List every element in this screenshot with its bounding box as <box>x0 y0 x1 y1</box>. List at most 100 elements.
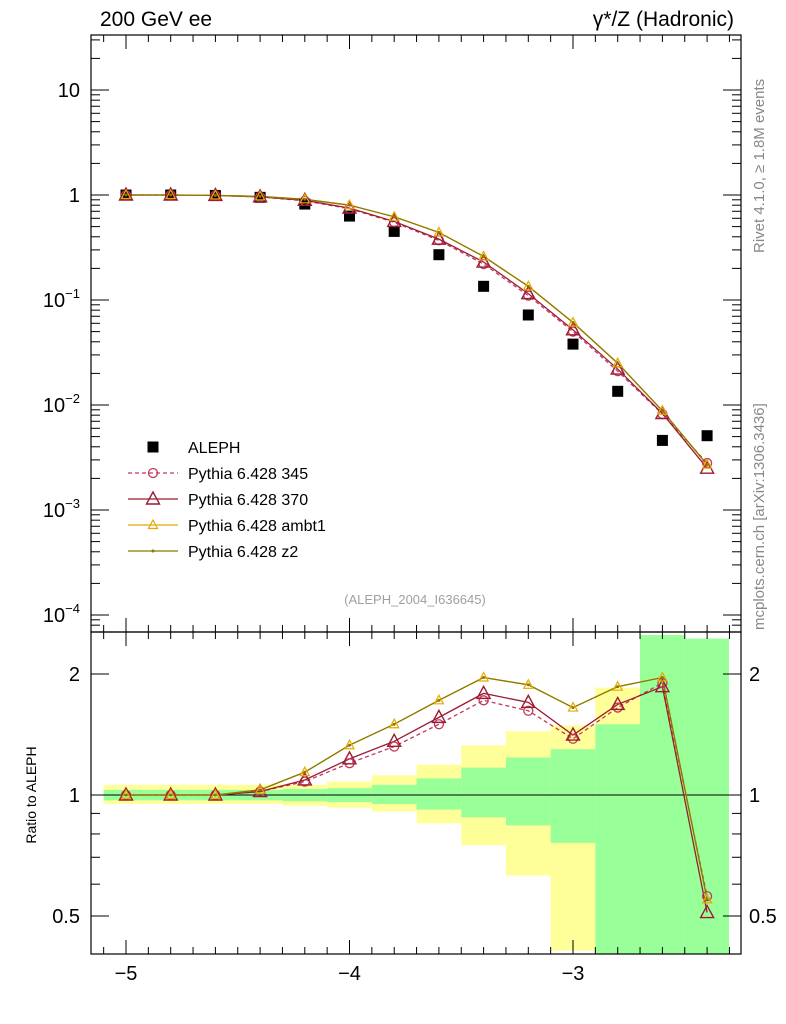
legend-marker-p345 <box>147 467 159 479</box>
ratio-band-inner-8 <box>461 767 506 818</box>
ratio-ambt1-point-10 <box>567 701 579 712</box>
main-z2-point-8 <box>482 254 486 258</box>
main-aleph-point-10 <box>567 338 579 350</box>
main-aleph-point-7 <box>433 249 445 261</box>
main-ytick-base-4: 10 <box>43 500 65 522</box>
ratio-plot-frame <box>90 631 742 955</box>
main-ambt1-point-1 <box>165 188 177 200</box>
main-p370-point-9 <box>520 285 536 300</box>
main-ytick-base-2: 10 <box>43 290 65 312</box>
ratio-band-inner-7 <box>416 778 462 810</box>
ratio-z2-point-0 <box>124 793 128 797</box>
ratio-p370-point-6 <box>386 732 402 748</box>
main-aleph-point-13 <box>701 430 713 442</box>
legend-entry-ambt1: Pythia 6.428 ambt1 <box>128 518 326 535</box>
main-z2-point-1 <box>169 193 173 197</box>
ratio-ambt1-point-0 <box>120 788 132 800</box>
main-ytick-label-0: 10 <box>58 80 80 102</box>
ratio-p370-point-4 <box>297 771 313 786</box>
ratio-z2-point-5 <box>348 743 351 747</box>
main-p370-point-10 <box>565 321 581 336</box>
main-z2-point-7 <box>437 230 441 234</box>
ratio-z2-point-8 <box>482 676 486 680</box>
main-p370-point-2 <box>207 186 224 202</box>
main-ambt1-point-10 <box>567 316 579 327</box>
ratio-ambt1-point-11 <box>612 680 624 691</box>
main-z2-point-0 <box>124 193 128 197</box>
ratio-z2-point-6 <box>392 722 396 726</box>
ratio-p345-point-10 <box>567 733 579 744</box>
legend-entry-p345: Pythia 6.428 345 <box>128 466 308 483</box>
main-z2-point-9 <box>526 284 530 288</box>
legend-marker-z2 <box>151 549 155 553</box>
ratio-plot: 2 2 1 1 0.5 0.5 −5 −4 −3 <box>52 631 777 985</box>
ratio-z2-point-13 <box>705 897 709 901</box>
main-z2-line <box>126 194 708 466</box>
main-p370-point-11 <box>610 360 626 375</box>
ratio-z2-point-12 <box>660 676 664 680</box>
main-z2-point-13 <box>705 463 709 467</box>
ratio-p370-point-2 <box>207 786 224 801</box>
main-ambt1-point-5 <box>344 198 355 210</box>
ratio-ambt1-point-2 <box>209 788 221 800</box>
main-ytick-label-3: 10−2 <box>43 391 80 417</box>
main-z2-point-10 <box>571 321 575 325</box>
main-aleph-point-11 <box>612 385 624 397</box>
main-p370-point-0 <box>118 186 134 201</box>
ratio-p370-point-5 <box>341 750 358 765</box>
ratio-p370-point-13 <box>699 904 715 919</box>
main-ambt1-point-13 <box>701 458 713 469</box>
main-z2-point-11 <box>616 361 620 365</box>
ratio-ytick-label-left-0: 2 <box>69 664 80 686</box>
main-ambt1-point-9 <box>522 280 534 291</box>
ratio-ytick-label-left-2: 0.5 <box>52 906 80 928</box>
ratio-p370-point-8 <box>475 684 492 700</box>
rivet-version-label: Rivet 4.1.0, ≥ 1.8M events <box>751 79 768 253</box>
main-ambt1-point-0 <box>120 188 132 200</box>
mcplots-label: mcplots.cern.ch [arXiv:1306.3436] <box>751 403 768 630</box>
ratio-p345-line <box>126 681 708 897</box>
ratio-band-inner-11 <box>595 724 641 954</box>
ratio-ambt1-point-9 <box>522 678 534 689</box>
ratio-p370-point-7 <box>431 708 447 724</box>
main-z2-point-2 <box>213 193 217 197</box>
main-aleph-point-8 <box>478 280 490 292</box>
main-ytick-exp-3: −2 <box>65 391 80 406</box>
ratio-band-inner-9 <box>505 757 551 826</box>
main-ambt1-point-2 <box>209 189 221 200</box>
ratio-p345-point-7 <box>433 719 445 730</box>
ratio-z2-point-10 <box>571 706 575 710</box>
legend-label-p370: Pythia 6.428 370 <box>188 492 308 509</box>
main-ambt1-point-11 <box>612 356 624 368</box>
ratio-p370-point-10 <box>565 726 581 741</box>
ratio-z2-point-11 <box>616 685 620 689</box>
legend-marker-aleph <box>147 441 159 453</box>
ratio-ambt1-point-4 <box>299 765 311 777</box>
main-ytick-exp-5: −4 <box>65 601 80 616</box>
main-ytick-base-5: 10 <box>43 605 65 627</box>
ratio-ytick-label-right-0: 2 <box>749 664 760 686</box>
ratio-xtick-label-2: −3 <box>562 963 585 985</box>
main-ytick-exp-4: −3 <box>65 496 80 511</box>
main-z2-point-5 <box>348 203 351 207</box>
ratio-band-inner-10 <box>550 749 596 843</box>
legend: ALEPH Pythia 6.428 345 Pythia 6.428 370 Pyt… <box>128 440 326 561</box>
legend-marker-p370 <box>145 490 161 505</box>
main-ytick-label-2: 10−1 <box>43 286 80 312</box>
ratio-z2-point-3 <box>258 788 262 792</box>
ratio-ambt1-point-1 <box>165 788 177 800</box>
ratio-p370-point-12 <box>654 678 671 693</box>
ratio-p345-point-8 <box>478 695 489 706</box>
main-aleph-point-5 <box>344 210 355 222</box>
analysis-id-watermark: (ALEPH_2004_I636645) <box>344 592 486 607</box>
ratio-p370-point-9 <box>520 693 536 709</box>
header-right: γ*/Z (Hadronic) <box>593 8 734 31</box>
ratio-ambt1-point-12 <box>656 671 668 682</box>
legend-label-p345: Pythia 6.428 345 <box>188 466 308 483</box>
ratio-z2-point-1 <box>169 793 173 797</box>
ratio-z2-point-4 <box>303 770 307 774</box>
main-p370-point-8 <box>475 253 492 268</box>
ratio-ambt1-point-7 <box>433 694 445 705</box>
main-ytick-label-1: 1 <box>69 185 80 207</box>
